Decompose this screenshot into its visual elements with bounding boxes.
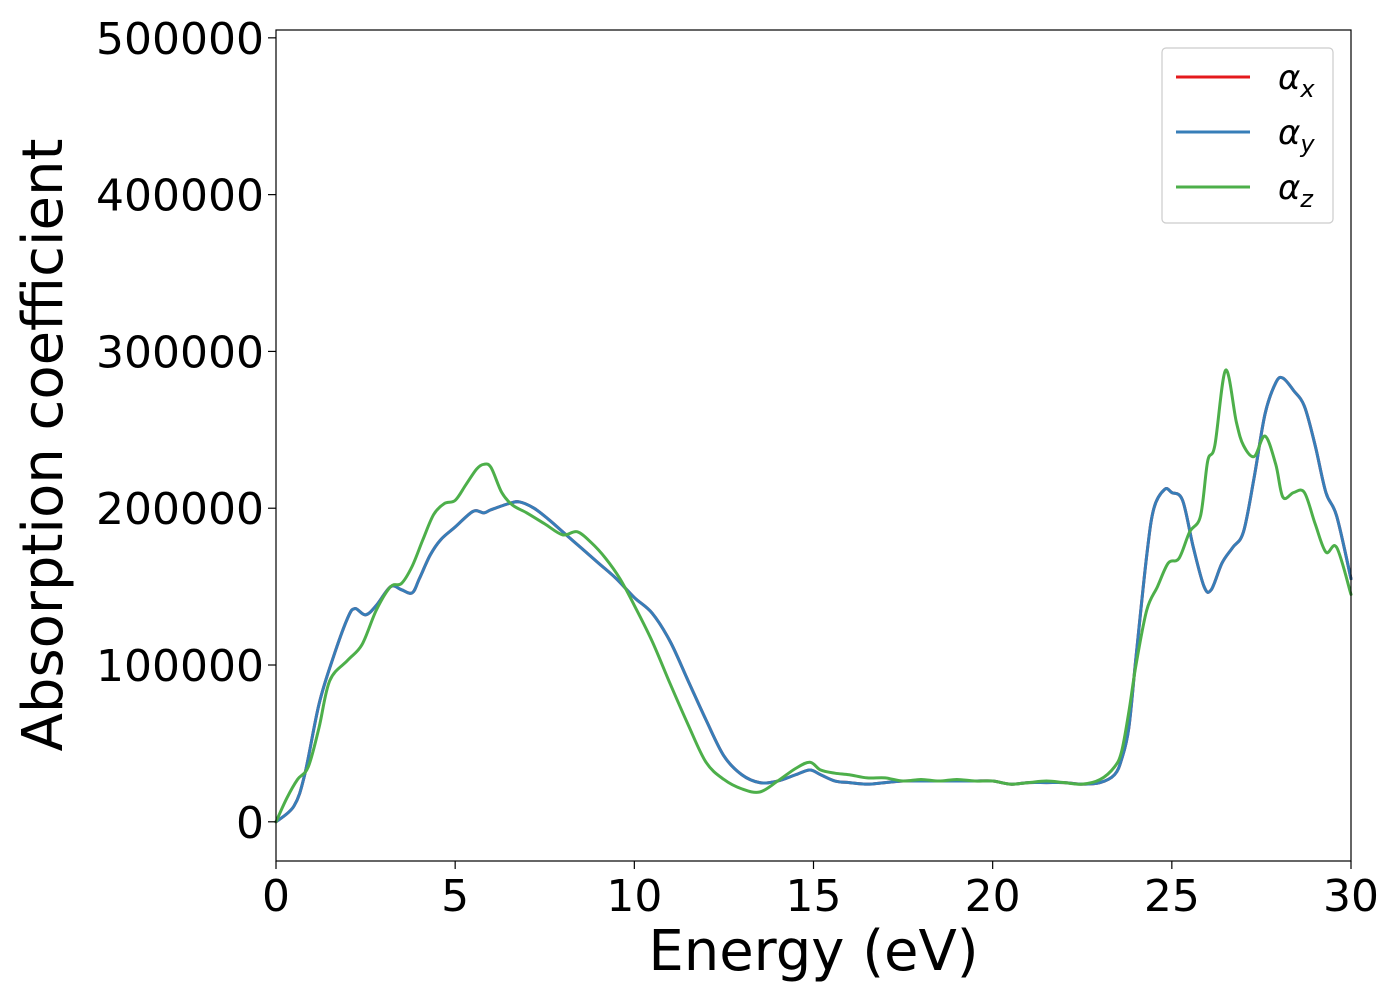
x-tick-label: 20	[965, 871, 1021, 922]
legend: αx αy αz	[1161, 47, 1334, 224]
legend-box	[1161, 47, 1334, 224]
x-tick-label: 10	[606, 871, 662, 922]
y-tick-label: 300000	[96, 327, 264, 378]
y-tick-label: 100000	[96, 641, 264, 692]
x-tick-label: 15	[786, 871, 842, 922]
plot-frame	[275, 29, 1352, 862]
x-tick-label: 25	[1144, 871, 1200, 922]
legend-label-y: αy	[1278, 113, 1315, 158]
x-tick-label: 0	[262, 871, 290, 922]
ticks-layer: 0 5 10 15 20 25 30 0 100000 200000 300000 400000 500…	[96, 14, 1379, 922]
y-tick-label: 400000	[96, 171, 264, 222]
x-tick-label: 5	[441, 871, 469, 922]
y-tick-label: 0	[236, 798, 264, 849]
legend-label-x: αx	[1278, 58, 1315, 103]
series-layer	[274, 368, 1353, 824]
y-tick-label: 500000	[96, 14, 264, 65]
x-axis-label: Energy (eV)	[648, 919, 978, 984]
legend-label-z: αz	[1278, 168, 1314, 213]
x-tick-label: 30	[1323, 871, 1379, 922]
y-tick-label: 200000	[96, 484, 264, 535]
y-axis-label: Absorption coefficient	[11, 139, 76, 752]
series-line-z	[274, 368, 1353, 824]
series-line-y	[274, 375, 1353, 824]
